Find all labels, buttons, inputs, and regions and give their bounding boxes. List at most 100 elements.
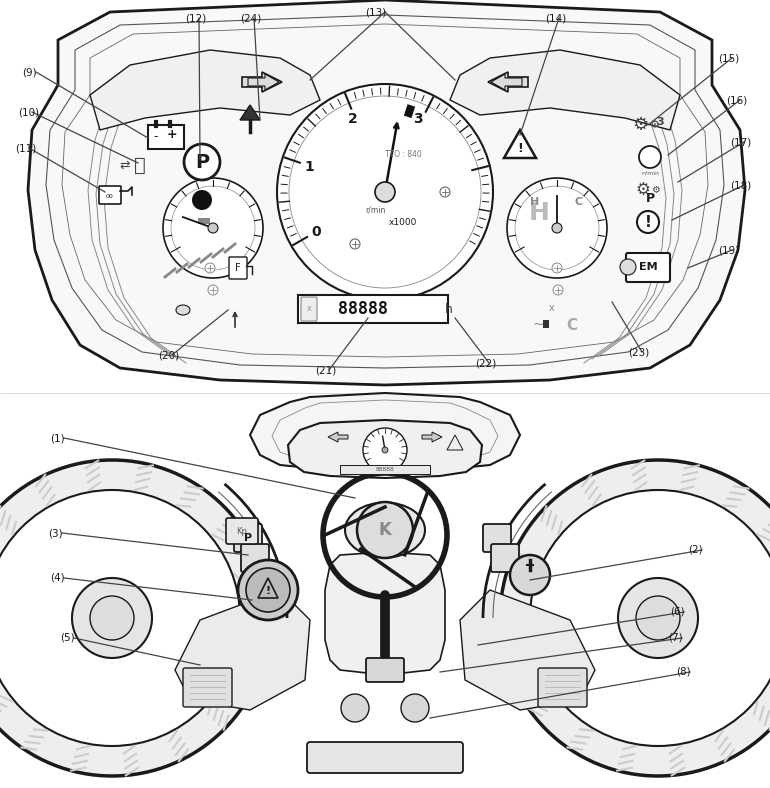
Polygon shape <box>242 72 282 92</box>
Circle shape <box>277 84 493 300</box>
Polygon shape <box>325 552 445 675</box>
Text: (10): (10) <box>18 107 39 117</box>
Text: x1000: x1000 <box>389 217 417 226</box>
Text: (8): (8) <box>676 667 691 677</box>
Text: (12): (12) <box>185 13 206 23</box>
Text: K: K <box>379 521 391 539</box>
Text: (11): (11) <box>15 143 36 153</box>
Text: (17): (17) <box>730 137 752 147</box>
Text: (4): (4) <box>50 573 65 583</box>
Circle shape <box>72 578 152 658</box>
Text: !: ! <box>266 586 270 596</box>
Polygon shape <box>175 590 310 710</box>
Text: (22): (22) <box>475 358 496 368</box>
Bar <box>198 218 210 224</box>
Circle shape <box>375 182 395 202</box>
Text: (15): (15) <box>718 53 739 63</box>
Text: +: + <box>166 128 177 140</box>
Circle shape <box>238 560 298 620</box>
Circle shape <box>341 694 369 722</box>
Text: ⦶: ⦶ <box>134 155 146 174</box>
Text: X: X <box>306 306 311 312</box>
Polygon shape <box>488 72 528 92</box>
Text: (7): (7) <box>668 633 683 643</box>
Polygon shape <box>328 432 348 442</box>
Circle shape <box>552 263 562 273</box>
Polygon shape <box>28 0 745 385</box>
FancyBboxPatch shape <box>148 125 184 149</box>
Circle shape <box>163 178 263 278</box>
Circle shape <box>552 223 562 233</box>
Circle shape <box>184 144 220 180</box>
Text: H: H <box>531 197 540 207</box>
Text: 2: 2 <box>347 112 357 126</box>
Circle shape <box>530 490 770 746</box>
Circle shape <box>0 460 270 776</box>
Text: Kp: Kp <box>236 526 247 536</box>
Text: (13): (13) <box>365 7 387 17</box>
Text: r/min: r/min <box>365 206 385 214</box>
Circle shape <box>205 263 215 273</box>
Text: h: h <box>445 303 453 315</box>
Text: EM: EM <box>638 262 658 272</box>
Circle shape <box>553 285 563 295</box>
FancyBboxPatch shape <box>241 544 269 572</box>
Circle shape <box>507 178 607 278</box>
Text: 3: 3 <box>413 112 423 126</box>
Text: (18): (18) <box>730 180 752 190</box>
Bar <box>0 395 770 788</box>
Text: 0: 0 <box>311 225 320 239</box>
Text: (24): (24) <box>240 13 261 23</box>
Text: n/min: n/min <box>641 170 659 176</box>
Text: (1): (1) <box>50 433 65 443</box>
FancyBboxPatch shape <box>491 544 519 572</box>
FancyBboxPatch shape <box>229 257 247 279</box>
Text: -: - <box>154 131 159 143</box>
Text: (20): (20) <box>158 350 179 360</box>
Polygon shape <box>504 130 536 158</box>
Text: 88888: 88888 <box>376 466 394 471</box>
Circle shape <box>637 211 659 233</box>
Text: C: C <box>567 318 578 333</box>
Text: ⚙: ⚙ <box>650 120 660 130</box>
Polygon shape <box>288 420 482 478</box>
Text: ⇄: ⇄ <box>120 158 130 172</box>
Circle shape <box>363 428 407 472</box>
Text: x: x <box>549 303 555 313</box>
Circle shape <box>350 239 360 249</box>
Text: 88888: 88888 <box>338 300 388 318</box>
FancyBboxPatch shape <box>538 668 587 707</box>
Text: C: C <box>575 197 583 207</box>
Text: (3): (3) <box>48 528 62 538</box>
Circle shape <box>0 490 240 746</box>
Polygon shape <box>450 50 680 130</box>
FancyBboxPatch shape <box>234 524 262 552</box>
Bar <box>543 320 549 328</box>
Text: (2): (2) <box>688 545 702 555</box>
Polygon shape <box>240 105 260 120</box>
Text: (19): (19) <box>718 245 739 255</box>
Polygon shape <box>250 393 520 470</box>
Text: !: ! <box>644 214 651 229</box>
Text: (23): (23) <box>628 347 649 357</box>
Circle shape <box>620 259 636 275</box>
Circle shape <box>357 502 413 558</box>
Text: (14): (14) <box>545 13 566 23</box>
Circle shape <box>382 447 388 453</box>
Text: ⚙: ⚙ <box>632 116 648 134</box>
Text: (16): (16) <box>726 95 747 105</box>
Text: !: ! <box>517 142 523 154</box>
Text: P: P <box>195 153 209 172</box>
Bar <box>340 465 430 474</box>
Text: ⚙: ⚙ <box>635 181 651 199</box>
Text: (6): (6) <box>670 607 685 617</box>
Text: F: F <box>235 263 241 273</box>
Circle shape <box>208 223 218 233</box>
Text: P: P <box>645 191 654 205</box>
Text: H: H <box>528 201 550 225</box>
Bar <box>404 104 415 118</box>
Text: ⚙: ⚙ <box>651 185 660 195</box>
Text: 3: 3 <box>656 117 664 127</box>
FancyBboxPatch shape <box>226 518 258 544</box>
FancyBboxPatch shape <box>483 524 511 552</box>
